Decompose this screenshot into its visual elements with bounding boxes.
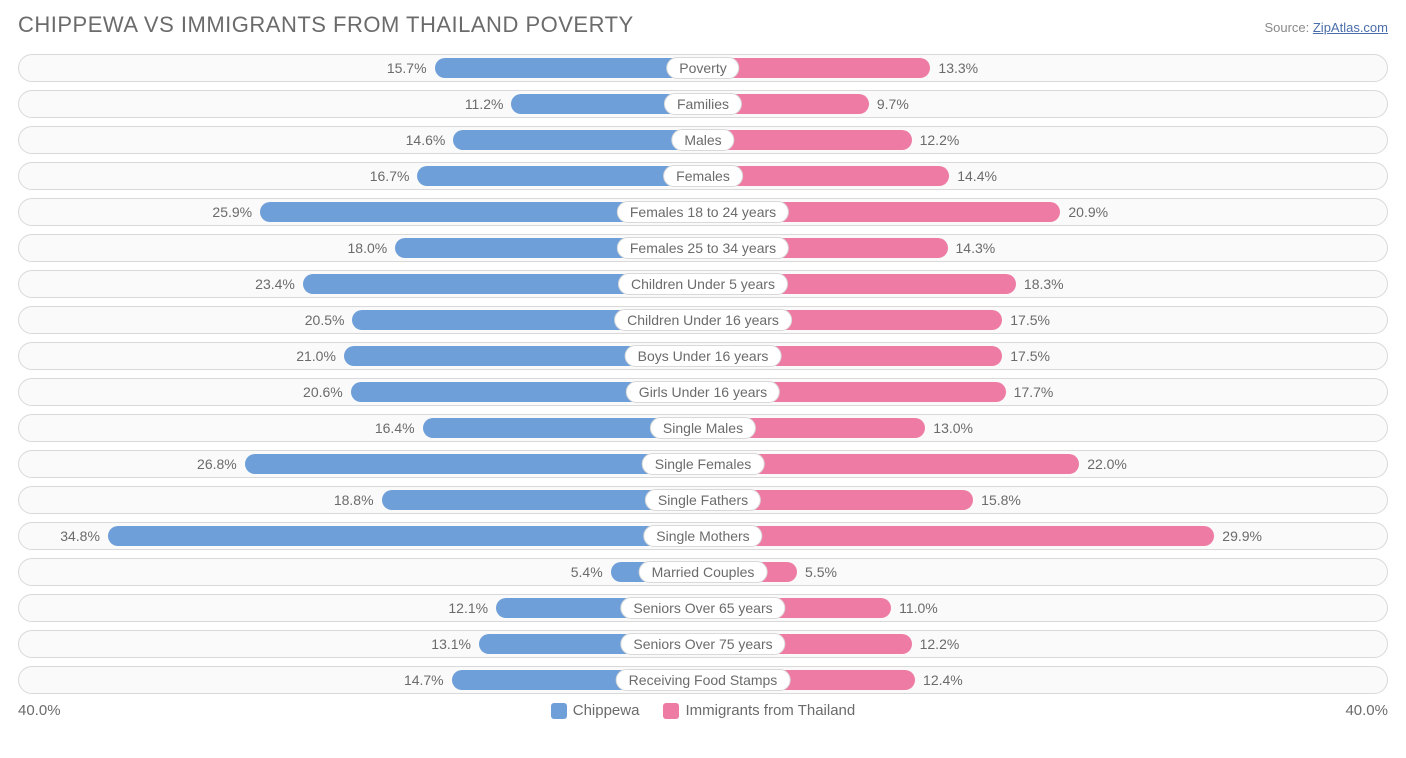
value-left: 14.6% bbox=[406, 132, 446, 148]
value-right: 12.2% bbox=[920, 132, 960, 148]
category-label: Girls Under 16 years bbox=[626, 381, 780, 403]
value-left: 23.4% bbox=[255, 276, 295, 292]
category-label: Married Couples bbox=[639, 561, 768, 583]
category-label: Single Males bbox=[650, 417, 756, 439]
value-left: 34.8% bbox=[60, 528, 100, 544]
value-left: 16.4% bbox=[375, 420, 415, 436]
value-right: 17.7% bbox=[1014, 384, 1054, 400]
chart-title: CHIPPEWA VS IMMIGRANTS FROM THAILAND POV… bbox=[18, 12, 634, 38]
chart-row: 16.4% 13.0% Single Males bbox=[18, 414, 1388, 442]
value-right: 12.2% bbox=[920, 636, 960, 652]
value-right: 22.0% bbox=[1087, 456, 1127, 472]
legend-label-left: Chippewa bbox=[573, 702, 640, 719]
category-label: Single Fathers bbox=[645, 489, 761, 511]
value-right: 9.7% bbox=[877, 96, 909, 112]
bar-left bbox=[453, 130, 703, 150]
chart-footer: 40.0% Chippewa Immigrants from Thailand … bbox=[18, 702, 1388, 719]
chart-row: 13.1% 12.2% Seniors Over 75 years bbox=[18, 630, 1388, 658]
value-right: 13.3% bbox=[938, 60, 978, 76]
value-right: 13.0% bbox=[933, 420, 973, 436]
chart-row: 21.0% 17.5% Boys Under 16 years bbox=[18, 342, 1388, 370]
chart-row: 12.1% 11.0% Seniors Over 65 years bbox=[18, 594, 1388, 622]
value-right: 29.9% bbox=[1222, 528, 1262, 544]
value-right: 5.5% bbox=[805, 564, 837, 580]
value-left: 14.7% bbox=[404, 672, 444, 688]
bar-left bbox=[245, 454, 703, 474]
category-label: Boys Under 16 years bbox=[625, 345, 782, 367]
category-label: Single Mothers bbox=[643, 525, 762, 547]
legend: Chippewa Immigrants from Thailand bbox=[551, 702, 856, 719]
bar-left bbox=[108, 526, 703, 546]
value-left: 13.1% bbox=[431, 636, 471, 652]
value-left: 20.6% bbox=[303, 384, 343, 400]
value-right: 14.4% bbox=[957, 168, 997, 184]
legend-swatch-right bbox=[663, 703, 679, 719]
chart-row: 18.8% 15.8% Single Fathers bbox=[18, 486, 1388, 514]
category-label: Females 18 to 24 years bbox=[617, 201, 789, 223]
chart-row: 14.7% 12.4% Receiving Food Stamps bbox=[18, 666, 1388, 694]
value-right: 20.9% bbox=[1068, 204, 1108, 220]
source-link[interactable]: ZipAtlas.com bbox=[1313, 20, 1388, 35]
chart-row: 34.8% 29.9% Single Mothers bbox=[18, 522, 1388, 550]
chart-row: 23.4% 18.3% Children Under 5 years bbox=[18, 270, 1388, 298]
value-left: 16.7% bbox=[370, 168, 410, 184]
legend-item-right: Immigrants from Thailand bbox=[663, 702, 855, 719]
category-label: Females 25 to 34 years bbox=[617, 237, 789, 259]
category-label: Families bbox=[664, 93, 742, 115]
value-left: 15.7% bbox=[387, 60, 427, 76]
chart-row: 11.2% 9.7% Families bbox=[18, 90, 1388, 118]
value-left: 26.8% bbox=[197, 456, 237, 472]
value-left: 20.5% bbox=[305, 312, 345, 328]
category-label: Children Under 16 years bbox=[614, 309, 792, 331]
category-label: Poverty bbox=[666, 57, 739, 79]
value-right: 14.3% bbox=[956, 240, 996, 256]
axis-max-right: 40.0% bbox=[1345, 702, 1388, 719]
value-right: 12.4% bbox=[923, 672, 963, 688]
axis-max-left: 40.0% bbox=[18, 702, 61, 719]
chart-row: 14.6% 12.2% Males bbox=[18, 126, 1388, 154]
bar-left bbox=[417, 166, 703, 186]
value-right: 17.5% bbox=[1010, 348, 1050, 364]
value-left: 11.2% bbox=[465, 96, 504, 112]
value-left: 18.8% bbox=[334, 492, 374, 508]
chart-row: 20.6% 17.7% Girls Under 16 years bbox=[18, 378, 1388, 406]
legend-item-left: Chippewa bbox=[551, 702, 640, 719]
value-left: 21.0% bbox=[296, 348, 336, 364]
value-left: 5.4% bbox=[571, 564, 603, 580]
chart-row: 26.8% 22.0% Single Females bbox=[18, 450, 1388, 478]
legend-label-right: Immigrants from Thailand bbox=[685, 702, 855, 719]
chart-row: 25.9% 20.9% Females 18 to 24 years bbox=[18, 198, 1388, 226]
category-label: Seniors Over 65 years bbox=[620, 597, 785, 619]
bar-right bbox=[703, 526, 1214, 546]
value-right: 17.5% bbox=[1010, 312, 1050, 328]
chart-row: 16.7% 14.4% Females bbox=[18, 162, 1388, 190]
bar-left bbox=[435, 58, 703, 78]
chart-row: 18.0% 14.3% Females 25 to 34 years bbox=[18, 234, 1388, 262]
chart-row: 20.5% 17.5% Children Under 16 years bbox=[18, 306, 1388, 334]
chart-row: 15.7% 13.3% Poverty bbox=[18, 54, 1388, 82]
header: CHIPPEWA VS IMMIGRANTS FROM THAILAND POV… bbox=[18, 12, 1388, 38]
category-label: Children Under 5 years bbox=[618, 273, 788, 295]
source-prefix: Source: bbox=[1264, 20, 1312, 35]
legend-swatch-left bbox=[551, 703, 567, 719]
category-label: Males bbox=[671, 129, 734, 151]
value-left: 25.9% bbox=[212, 204, 252, 220]
category-label: Females bbox=[663, 165, 743, 187]
source: Source: ZipAtlas.com bbox=[1264, 20, 1388, 35]
value-right: 18.3% bbox=[1024, 276, 1064, 292]
value-left: 18.0% bbox=[348, 240, 388, 256]
value-right: 11.0% bbox=[899, 600, 938, 616]
diverging-bar-chart: 15.7%13.3%Poverty11.2%9.7%Families14.6%1… bbox=[18, 54, 1388, 694]
category-label: Seniors Over 75 years bbox=[620, 633, 785, 655]
category-label: Single Females bbox=[642, 453, 765, 475]
value-left: 12.1% bbox=[448, 600, 488, 616]
category-label: Receiving Food Stamps bbox=[616, 669, 791, 691]
value-right: 15.8% bbox=[981, 492, 1021, 508]
chart-row: 5.4% 5.5% Married Couples bbox=[18, 558, 1388, 586]
